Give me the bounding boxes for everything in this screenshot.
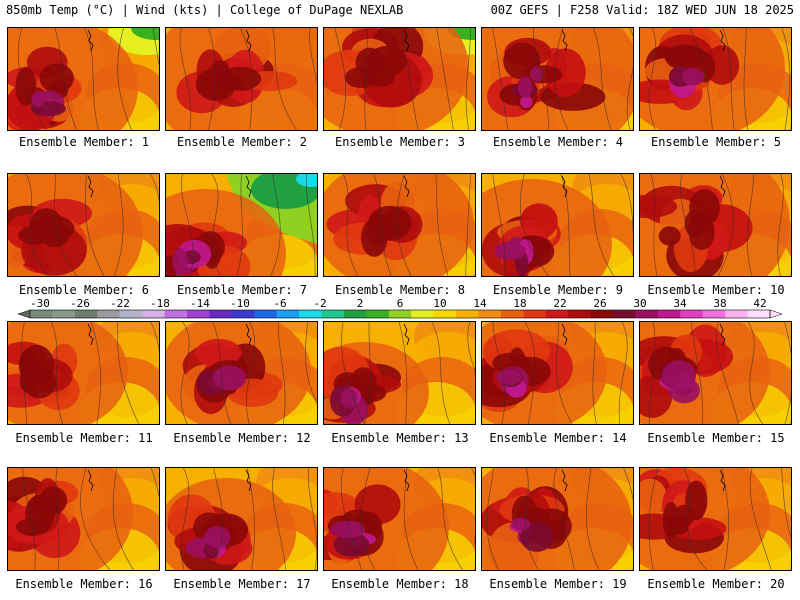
colorbar-swatch (635, 310, 659, 318)
colorbar-swatch (411, 310, 435, 318)
colorbar-tick-label: 34 (673, 297, 687, 310)
ensemble-map-panel (323, 467, 476, 571)
ensemble-map-panel (639, 321, 792, 425)
temperature-colorbar: -30 -26 -22 -18 -14 -10 -6 -2 2 6 10 14 18 22 26 30 34 38… (17, 297, 783, 319)
ensemble-member-label: Ensemble Member: 18 (331, 577, 469, 591)
colorbar-tick-label: 42 (753, 297, 766, 310)
colorbar-swatch (299, 310, 323, 318)
ensemble-member-label: Ensemble Member: 2 (176, 135, 308, 149)
colorbar-tick-label: 6 (397, 297, 404, 310)
colorbar-swatch (321, 310, 345, 318)
ensemble-member-label: Ensemble Member: 14 (489, 431, 627, 445)
ensemble-map-panel (7, 173, 160, 277)
colorbar-tick-label: -10 (230, 297, 250, 310)
colorbar-tick-label: -2 (313, 297, 326, 310)
colorbar-tick-label: 2 (357, 297, 364, 310)
model-run-info: 00Z GEFS | F258 Valid: 18Z WED JUN 18 20… (490, 3, 794, 17)
colorbar-max-arrow (769, 309, 783, 319)
colorbar-swatch (456, 310, 479, 318)
colorbar-swatch (747, 310, 771, 318)
ensemble-map-panel (165, 27, 318, 131)
colorbar-swatch (657, 310, 681, 318)
colorbar-swatch (433, 310, 457, 318)
colorbar-tick-label: 14 (473, 297, 487, 310)
colorbar-tick-label: -6 (273, 297, 286, 310)
colorbar-swatch (680, 310, 704, 318)
ensemble-map-panel (481, 467, 634, 571)
ensemble-map-panel (7, 27, 160, 131)
ensemble-member-label: Ensemble Member: 13 (331, 431, 469, 445)
colorbar-tick-label: -26 (70, 297, 90, 310)
colorbar-swatch (568, 310, 592, 318)
ensemble-map-panel (323, 321, 476, 425)
ensemble-member-label: Ensemble Member: 17 (173, 577, 311, 591)
ensemble-map-panel (165, 173, 318, 277)
ensemble-member-label: Ensemble Member: 19 (489, 577, 627, 591)
map-title: 850mb Temp (°C) | Wind (kts) | College o… (6, 3, 404, 17)
colorbar-swatch (702, 310, 726, 318)
ensemble-map-panel (7, 321, 160, 425)
colorbar-swatch (613, 310, 636, 318)
colorbar-tick-label: 26 (593, 297, 606, 310)
colorbar-swatch (523, 310, 547, 318)
colorbar-swatch (119, 310, 143, 318)
ensemble-map-panel (165, 467, 318, 571)
ensemble-member-label: Ensemble Member: 7 (176, 283, 308, 297)
colorbar-swatch (478, 310, 502, 318)
ensemble-member-label: Ensemble Member: 6 (18, 283, 150, 297)
ensemble-map-panel (7, 467, 160, 571)
ensemble-member-label: Ensemble Member: 12 (173, 431, 311, 445)
ensemble-map-panel (639, 467, 792, 571)
colorbar-swatch (725, 310, 749, 318)
ensemble-map-panel (639, 27, 792, 131)
colorbar-tick-label: 18 (513, 297, 526, 310)
colorbar-swatch (164, 310, 188, 318)
colorbar-tick-label: -14 (190, 297, 210, 310)
colorbar-swatch (97, 310, 121, 318)
ensemble-map-panel (323, 173, 476, 277)
colorbar-swatch (500, 310, 524, 318)
colorbar-swatch (186, 310, 210, 318)
colorbar-swatch (74, 310, 98, 318)
ensemble-map-panel (323, 27, 476, 131)
colorbar-swatch (343, 310, 367, 318)
colorbar-min-arrow (17, 309, 31, 319)
colorbar-tick-label: 22 (553, 297, 566, 310)
ensemble-member-label: Ensemble Member: 5 (650, 135, 782, 149)
colorbar-tick-label: -30 (30, 297, 50, 310)
colorbar-tick-label: 10 (433, 297, 446, 310)
ensemble-member-label: Ensemble Member: 11 (15, 431, 153, 445)
colorbar-swatch (30, 310, 53, 318)
ensemble-member-label: Ensemble Member: 9 (492, 283, 624, 297)
ensemble-member-label: Ensemble Member: 4 (492, 135, 624, 149)
ensemble-member-label: Ensemble Member: 15 (647, 431, 785, 445)
ensemble-member-label: Ensemble Member: 10 (647, 283, 785, 297)
colorbar-tick-label: -18 (150, 297, 170, 310)
colorbar-swatch (231, 310, 255, 318)
ensemble-member-label: Ensemble Member: 1 (18, 135, 150, 149)
ensemble-map-panel (639, 173, 792, 277)
ensemble-member-label: Ensemble Member: 8 (334, 283, 466, 297)
ensemble-map-panel (481, 27, 634, 131)
ensemble-member-label: Ensemble Member: 3 (334, 135, 466, 149)
ensemble-member-label: Ensemble Member: 16 (15, 577, 153, 591)
colorbar-swatch (545, 310, 569, 318)
colorbar-frame (29, 309, 771, 319)
ensemble-member-label: Ensemble Member: 20 (647, 577, 785, 591)
ensemble-map-panel (165, 321, 318, 425)
colorbar-tick-label: -22 (110, 297, 130, 310)
colorbar-swatch (142, 310, 166, 318)
colorbar-swatch (366, 310, 390, 318)
colorbar-swatch (52, 310, 76, 318)
colorbar-swatch (590, 310, 614, 318)
colorbar-tick-label: 30 (633, 297, 646, 310)
colorbar-swatch (254, 310, 278, 318)
colorbar-tick-label: 38 (713, 297, 726, 310)
colorbar-swatch (388, 310, 412, 318)
ensemble-map-panel (481, 173, 634, 277)
colorbar-swatch (209, 310, 233, 318)
ensemble-map-panel (481, 321, 634, 425)
colorbar-swatch (276, 310, 300, 318)
